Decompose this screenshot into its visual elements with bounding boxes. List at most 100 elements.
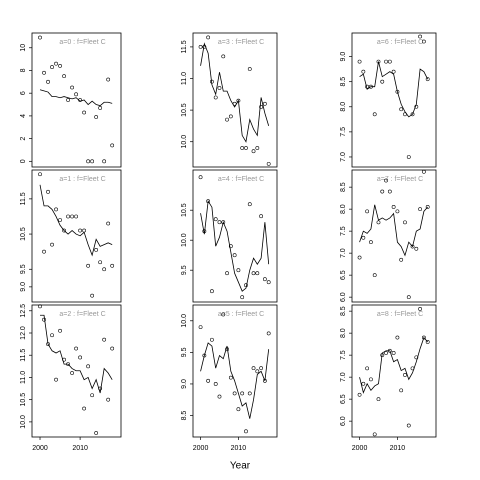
y-tick-label: 6.0 [340,292,347,302]
observed-point [38,172,42,177]
observed-point [54,207,58,212]
panel-frame [31,169,122,303]
observed-point [232,253,237,258]
observed-point [266,280,271,285]
observed-point [98,260,103,265]
y-tick-label: 7.5 [340,226,347,236]
observed-point [251,366,256,371]
observed-point [387,59,392,64]
observed-point [70,214,74,219]
x-tick-label: 2010 [72,445,88,452]
observed-point [106,77,111,82]
observed-point [106,221,111,226]
observed-point [70,85,74,90]
observed-point [102,267,107,272]
y-tick-label: 4 [20,114,27,118]
y-tick-label: 11.5 [181,40,188,53]
observed-point [74,214,78,219]
y-tick-label: 8.5 [340,182,347,192]
observed-point [110,143,115,148]
y-tick-label: 11.0 [181,72,188,85]
observed-point [259,105,264,109]
fitted-line [39,89,113,107]
observed-point [384,351,388,355]
observed-point [240,146,245,150]
y-tick-label: 11.0 [20,371,27,384]
y-tick-label: 9.5 [181,265,188,275]
observed-point [82,110,87,115]
observed-point [58,328,62,333]
observed-point [213,217,218,222]
panel-frame [351,304,437,438]
observed-point [213,95,218,100]
observed-point [403,373,407,377]
observed-point [425,77,430,82]
panel-title: a=5 : f=Fleet C [218,311,264,318]
y-tick-label: 9.5 [20,264,27,274]
observed-point [255,271,260,276]
y-tick-label: 10.5 [20,393,27,407]
observed-point [251,149,256,154]
observed-point [228,244,233,249]
observed-point [221,54,226,59]
panel-title: a=4 : f=Fleet C [218,176,264,183]
fitted-line [359,336,428,394]
y-tick-label: 2 [20,137,27,141]
observed-point [399,107,404,112]
y-tick-label: 8 [20,68,27,72]
fitted-line [40,314,113,394]
observed-point [361,69,366,74]
observed-point [395,209,400,214]
y-tick-label: 10.5 [181,103,188,117]
observed-point [94,248,99,252]
observed-point [259,366,264,371]
observed-point [410,112,415,117]
x-tick-label: 2000 [352,445,368,452]
x-tick-label: 2000 [32,445,48,452]
observed-point [86,364,91,369]
observed-point [82,228,87,233]
observed-point [86,159,91,164]
y-tick-label: 6.5 [340,270,347,280]
observed-point [357,392,362,397]
y-tick-label: 10.5 [20,227,27,241]
observed-point [217,220,222,225]
observed-point [78,355,83,360]
observed-point [357,255,362,260]
observed-point [418,307,423,311]
observed-point [50,65,54,69]
panel-title: a=3 : f=Fleet C [218,39,264,46]
observed-point [66,214,70,219]
y-tick-label: 12.0 [20,326,27,340]
y-tick-label: 7.5 [340,350,347,360]
panel-frame [31,304,122,438]
observed-point [369,377,373,382]
fitted-line [359,204,428,257]
observed-point [425,205,430,209]
observed-point [414,246,419,251]
y-tick-label: 8.5 [340,306,347,316]
panel-title: a=6 : f=Fleet C [377,39,423,46]
observed-point [38,304,42,309]
observed-point [421,169,426,174]
observed-point [38,35,42,40]
observed-point [361,381,366,386]
y-tick-label: 6.0 [340,416,347,426]
observed-point [365,209,370,214]
observed-point [110,263,115,268]
y-tick-label: 6 [20,91,27,95]
y-tick-label: 10.0 [181,233,188,247]
observed-point [406,423,411,428]
y-tick-label: 12.5 [20,304,27,318]
y-tick-label: 10 [20,44,27,52]
observed-point [228,114,233,119]
observed-point [399,388,404,393]
y-tick-label: 9.0 [181,379,188,389]
y-tick-label: 10.5 [181,203,188,217]
observed-point [232,391,237,396]
panel-title: a=0 : f=Fleet C [59,39,105,46]
fitted-line [200,200,270,292]
observed-point [217,86,222,90]
panel-frame [31,32,122,168]
